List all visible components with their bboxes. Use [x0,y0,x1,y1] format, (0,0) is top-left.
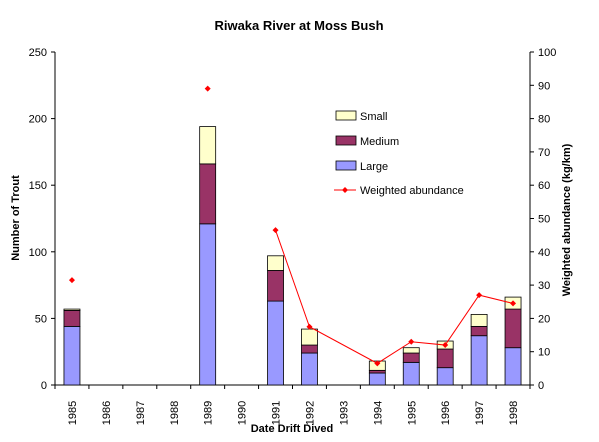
y2-axis-label: Weighted abundance (kg/km) [561,143,573,296]
chart-title: Riwaka River at Moss Bush [214,18,383,33]
right-tick-label-0: 0 [538,380,544,392]
weighted-abundance-point-1985 [68,277,75,284]
x-tick-label-1989: 1989 [203,401,215,425]
bar-large-1991 [267,300,284,386]
x-tick-label-1985: 1985 [67,401,79,425]
bar-large-1994 [368,372,386,386]
legend-label-small: Small [360,111,388,123]
x-tick-label-1988: 1988 [169,401,181,425]
x-tick-label-1990: 1990 [237,401,249,425]
right-tick-label-10: 10 [538,347,550,359]
left-tick-label-50: 50 [35,313,47,325]
bar-small-1989 [199,126,217,165]
x-tick-label-1992: 1992 [304,401,316,425]
x-tick-label-1987: 1987 [135,401,147,425]
weighted-abundance-point-1994 [374,360,381,367]
bar-large-1996 [436,367,454,386]
bar-medium-1989 [199,163,217,225]
bar-small-1992 [301,328,318,346]
bar-large-1985 [63,325,81,386]
legend-swatch-small [335,110,357,121]
bar-large-1989 [199,223,217,386]
y-axis-label: Number of Trout [10,175,22,261]
x-tick-label-1997: 1997 [474,401,486,425]
weighted-abundance-point-1991 [272,227,279,234]
bar-medium-1996 [436,348,454,369]
bar-small-1997 [470,313,488,327]
bar-large-1997 [470,335,488,386]
left-tick-label-250: 250 [29,47,47,59]
left-tick-label-100: 100 [29,247,47,259]
legend-label-medium: Medium [360,136,399,148]
right-tick-label-20: 20 [538,313,550,325]
bar-medium-1995 [402,352,420,363]
left-tick-label-200: 200 [29,114,47,126]
legend-label-large: Large [360,161,388,173]
weighted-abundance-point-1996 [442,342,449,349]
right-tick-label-90: 90 [538,80,550,92]
left-tick-label-150: 150 [29,180,47,192]
bar-medium-1994 [368,369,386,374]
plot-area: 0 50 100 150 200 250 0 10 20 30 40 50 60 70 80 90 100 1… [29,47,557,425]
bar-large-1995 [402,361,420,386]
weighted-abundance-point-1997 [476,292,483,299]
x-tick-label-1986: 1986 [101,401,113,425]
bar-medium-1985 [63,310,81,327]
x-tick-label-1998: 1998 [508,401,520,425]
legend: Small Medium Large Weighted abundance [334,110,464,197]
bars-group [63,126,522,386]
right-tick-label-100: 100 [538,47,556,59]
bar-large-1998 [504,347,522,386]
weighted-abundance-point-1992 [306,323,313,330]
right-tick-label-70: 70 [538,147,550,159]
x-ticks-group: 1985 1986 1987 1988 1989 1990 1991 1992 1993 1994… [54,385,531,425]
bar-medium-1997 [470,325,488,337]
x-tick-label-1993: 1993 [338,401,350,425]
right-tick-label-80: 80 [538,114,550,126]
x-tick-label-1994: 1994 [372,401,384,425]
bar-medium-1991 [267,270,284,302]
bar-large-1992 [301,352,318,386]
x-tick-label-1996: 1996 [440,401,452,425]
legend-swatch-large [335,160,357,171]
bar-small-1985 [63,308,81,311]
bar-small-1995 [402,347,420,354]
legend-swatch-weighted-marker [342,187,348,193]
weighted-abundance-point-1998 [510,300,517,307]
right-tick-label-50: 50 [538,214,550,226]
left-ticks-group: 0 50 100 150 200 250 [29,47,55,392]
right-tick-label-60: 60 [538,180,550,192]
weighted-abundance-point-1995 [408,338,415,345]
weighted-abundance-line-group [68,85,517,367]
right-ticks-group: 0 10 20 30 40 50 60 70 80 90 100 [530,47,556,392]
x-axis-label: Date Drift Dived [251,423,334,435]
right-tick-label-40: 40 [538,247,550,259]
bar-medium-1992 [301,344,318,354]
legend-label-weighted: Weighted abundance [360,185,464,197]
bar-small-1991 [267,255,284,271]
right-tick-label-30: 30 [538,280,550,292]
weighted-abundance-point-1989 [204,85,211,92]
legend-swatch-medium [335,135,357,146]
x-tick-label-1995: 1995 [406,401,418,425]
bar-medium-1998 [504,308,522,349]
x-tick-label-1991: 1991 [271,401,283,425]
left-tick-label-0: 0 [41,380,47,392]
